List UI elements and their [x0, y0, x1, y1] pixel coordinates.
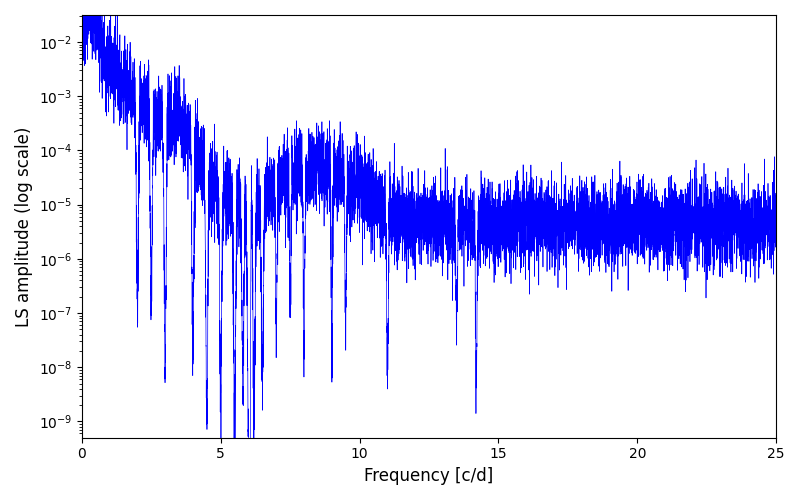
X-axis label: Frequency [c/d]: Frequency [c/d] — [364, 467, 494, 485]
Y-axis label: LS amplitude (log scale): LS amplitude (log scale) — [15, 126, 33, 326]
